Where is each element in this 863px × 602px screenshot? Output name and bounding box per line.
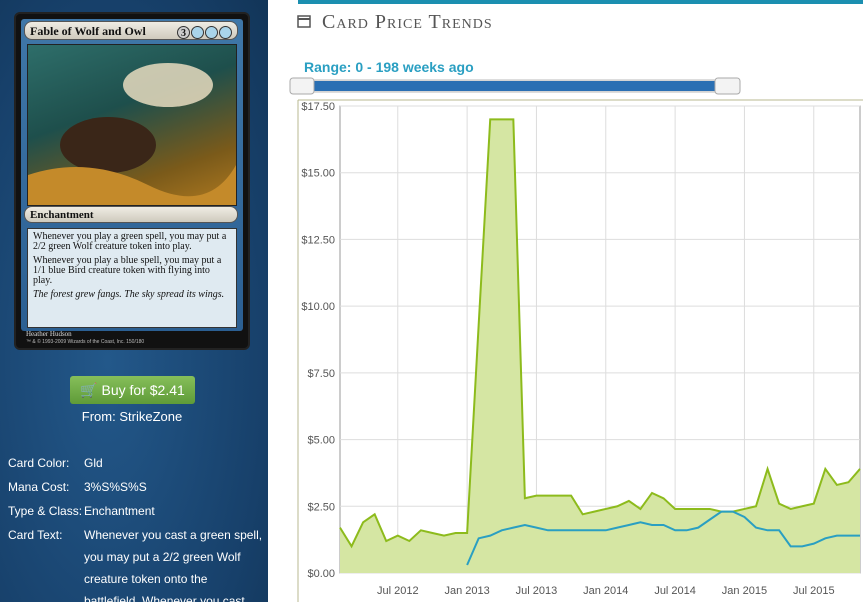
flavor-text: The forest grew fangs. The sky spread it… xyxy=(33,289,225,300)
text-box: Whenever you play a green spell, you may… xyxy=(27,228,237,328)
cart-icon: 🛒 xyxy=(80,382,102,398)
plot-area xyxy=(339,105,861,574)
detail-value: Gld xyxy=(84,456,103,470)
type-bar: Enchantment xyxy=(24,206,238,223)
mana-blue xyxy=(205,26,218,39)
y-tick-label: $10.00 xyxy=(301,301,335,313)
detail-label: Card Text: xyxy=(8,528,63,542)
wolf xyxy=(60,117,156,173)
slider-handle[interactable] xyxy=(289,77,315,95)
slider-handle[interactable] xyxy=(714,77,741,95)
mana-blue xyxy=(191,26,204,39)
section-title: Card Price Trends xyxy=(322,11,493,33)
y-tick-label: $0.00 xyxy=(307,568,335,580)
range-label: Range: 0 - 198 weeks ago xyxy=(304,59,474,75)
x-tick-label: Jul 2015 xyxy=(793,585,835,597)
detail-value: Enchantment xyxy=(84,504,155,518)
section-rule xyxy=(298,0,863,4)
y-tick-label: $7.50 xyxy=(307,368,335,380)
detail-label: Type & Class: xyxy=(8,504,83,518)
card-name-bar: Fable of Wolf and Owl 3 xyxy=(24,21,238,40)
card-image: Fable of Wolf and Owl 3 Enchantment When… xyxy=(14,12,250,350)
x-tick-label: Jul 2014 xyxy=(654,585,696,597)
type-line: Enchantment xyxy=(30,209,94,221)
mana-blue xyxy=(219,26,232,39)
x-tick-label: Jul 2012 xyxy=(377,585,419,597)
artist: Heather Hudson xyxy=(26,330,72,338)
detail-label: Mana Cost: xyxy=(8,480,70,494)
buy-button[interactable]: 🛒 Buy for $2.41 xyxy=(70,376,195,404)
y-tick-label: $17.50 xyxy=(301,101,335,113)
card-frame: Fable of Wolf and Owl 3 Enchantment When… xyxy=(21,19,243,331)
price-line xyxy=(466,510,860,566)
detail-value: 3%S%S%S xyxy=(84,480,147,494)
y-tick-label: $5.00 xyxy=(307,435,335,447)
slider-range[interactable] xyxy=(302,81,728,91)
chart: $0.00 $2.50 $5.00 $7.50 $10.00 $12.50 $15.00 $1… xyxy=(289,77,863,602)
y-tick-label: $12.50 xyxy=(301,234,335,246)
rules-text: Whenever you play a green spell, you may… xyxy=(33,231,227,252)
leaves xyxy=(28,165,236,205)
art-drawing xyxy=(28,63,236,205)
x-tick-label: Jan 2015 xyxy=(722,585,767,597)
price-line xyxy=(339,118,861,549)
card-name: Fable of Wolf and Owl xyxy=(30,24,146,38)
rules-text: Whenever you play a blue spell, you may … xyxy=(33,255,222,286)
calendar-icon xyxy=(297,15,311,28)
y-tick-label: $2.50 xyxy=(307,501,335,513)
detail-label: Card Color: xyxy=(8,456,70,470)
sidebar: Fable of Wolf and Owl 3 Enchantment When… xyxy=(0,0,268,602)
x-tick-label: Jan 2013 xyxy=(444,585,489,597)
card-art xyxy=(27,44,237,206)
y-tick-label: $15.00 xyxy=(301,168,335,180)
x-tick-label: Jul 2013 xyxy=(516,585,558,597)
detail-value: Whenever you cast a green spell, you may… xyxy=(84,528,263,602)
area xyxy=(340,119,860,573)
buy-label: Buy for $2.41 xyxy=(101,382,185,398)
owl xyxy=(123,63,213,107)
copyright: ™ & © 1993-2009 Wizards of the Coast, In… xyxy=(26,339,145,345)
mana-symbols: 3 xyxy=(177,26,232,39)
mana-generic: 3 xyxy=(177,26,190,39)
seller: From: StrikeZone xyxy=(81,409,183,424)
x-tick-label: Jan 2014 xyxy=(583,585,628,597)
